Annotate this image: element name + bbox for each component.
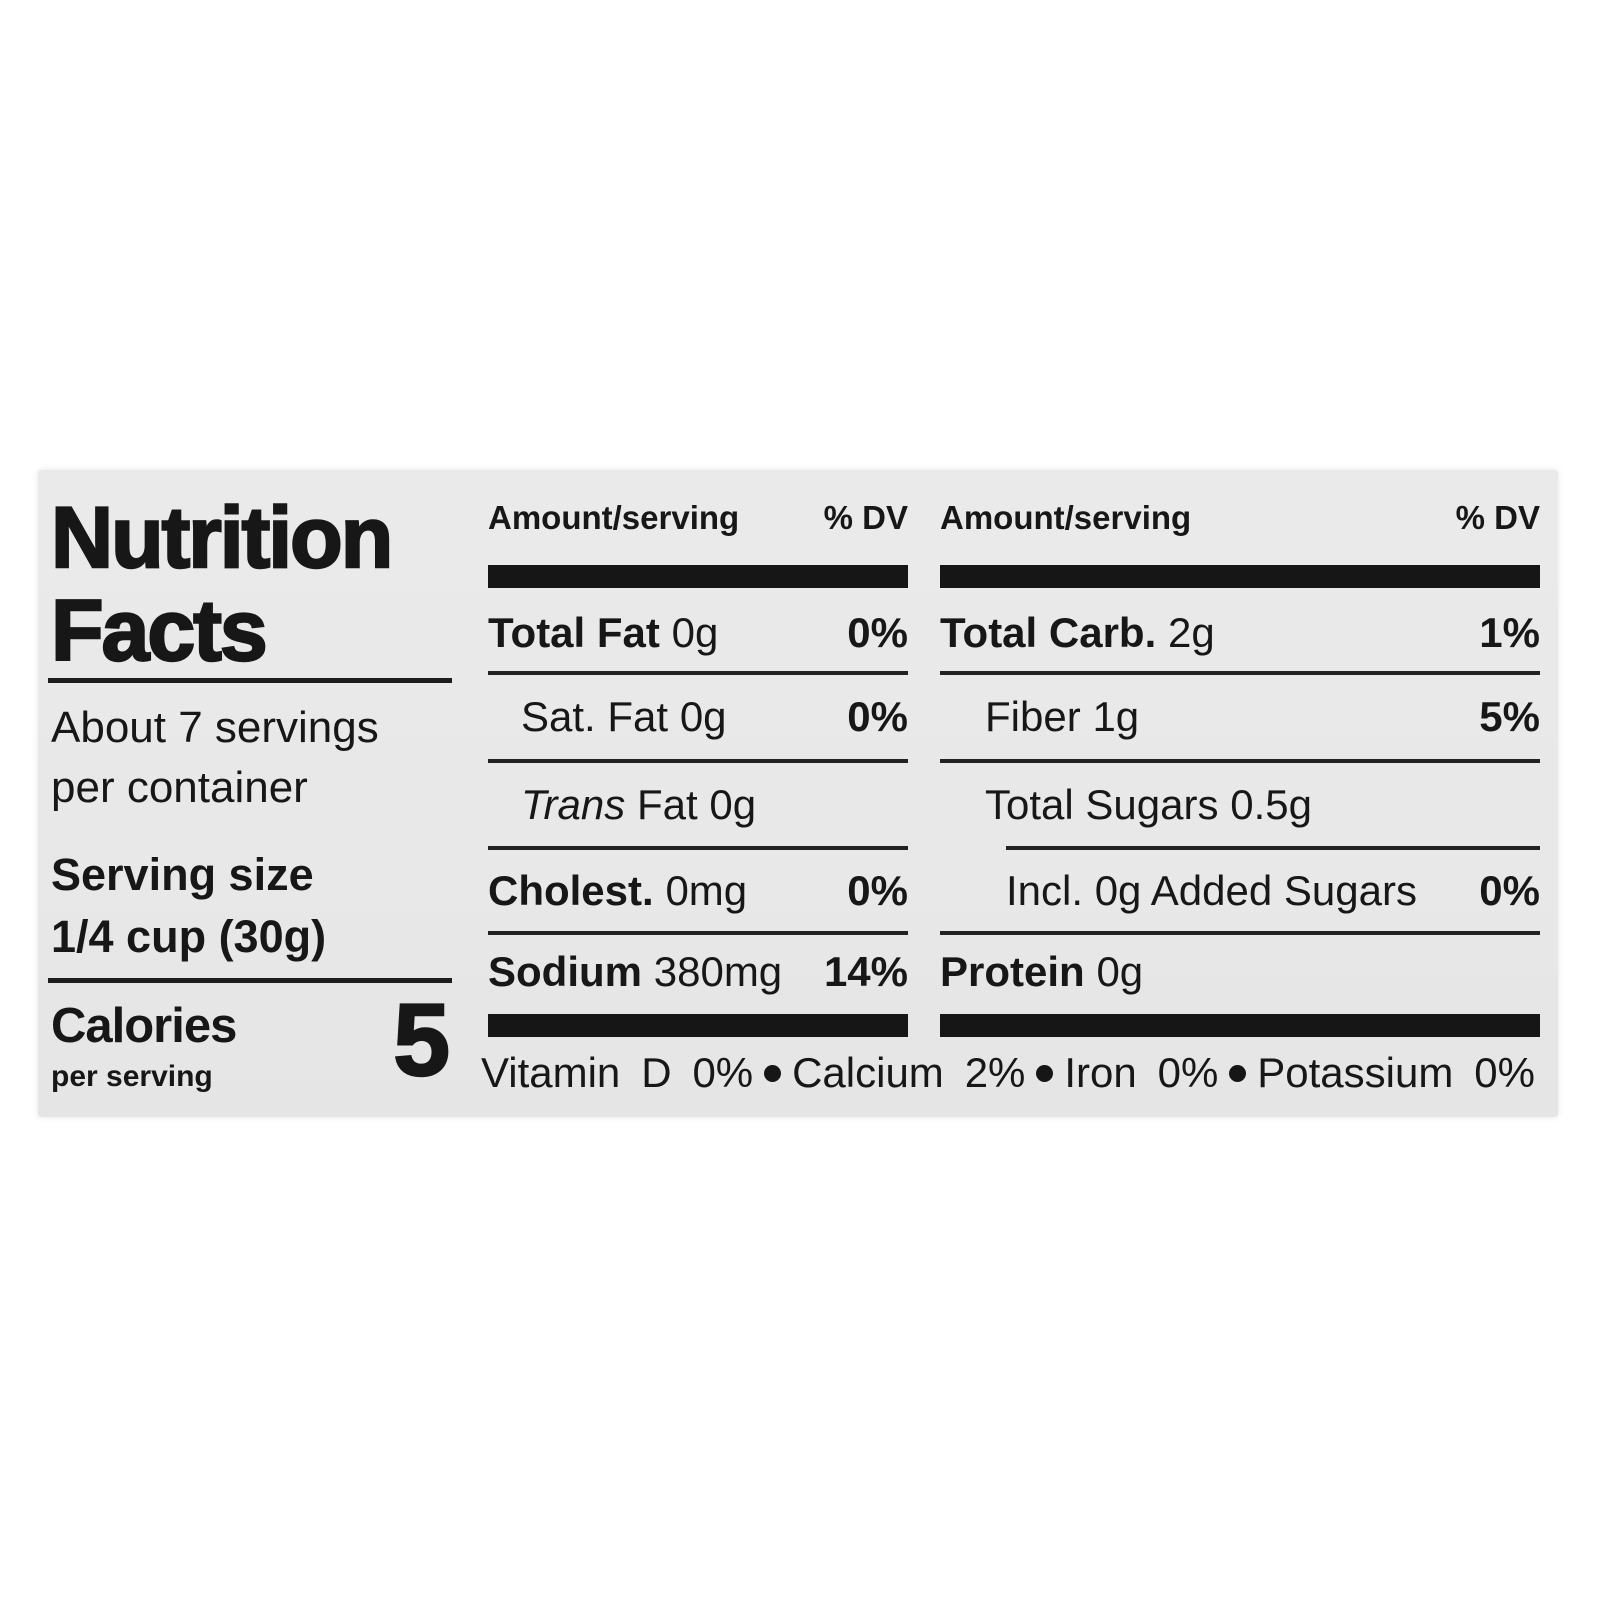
nutrient-row-trans-fat: Trans Fat 0g — [488, 781, 908, 828]
nutrient-row-sat-fat: Sat. Fat 0g 0% — [488, 693, 908, 740]
nutrient-name: Trans — [521, 781, 626, 828]
amount-per-serving-header: Amount/serving — [488, 499, 740, 536]
nutrient-name: Protein — [940, 948, 1085, 995]
micronutrients-footer: Vitamin D 0% Calcium 2% Iron 0% Potassiu… — [481, 1049, 1535, 1096]
label-title-line1: Nutrition — [50, 490, 395, 586]
nutrition-facts-label: Nutrition Facts About 7 servings per con… — [38, 470, 1558, 1117]
column-fat-sodium: Amount/serving % DV Total Fat 0g 0% Sat. … — [488, 470, 908, 1117]
nutrient-row-added-sugars: Incl. 0g Added Sugars 0% — [940, 867, 1540, 914]
nutrient-row-protein: Protein 0g — [940, 948, 1540, 995]
bullet-icon — [1229, 1064, 1247, 1082]
serving-size: Serving size 1/4 cup (30g) — [51, 844, 326, 968]
nutrient-value: 2g — [1167, 609, 1215, 656]
thin-divider-indented — [1006, 846, 1540, 850]
calories-label: Calories — [51, 999, 237, 1053]
bullet-icon — [1036, 1064, 1054, 1082]
thick-bar — [940, 565, 1540, 588]
column-carb-protein: Amount/serving % DV Total Carb. 2g 1% Fib… — [940, 470, 1540, 1117]
nutrient-dv: 5% — [1479, 693, 1540, 740]
thick-bar — [488, 565, 908, 588]
nutrient-dv: 0% — [847, 609, 908, 656]
percent-dv-header: % DV — [1455, 499, 1540, 536]
nutrient-row-fiber: Fiber 1g 5% — [940, 693, 1540, 740]
potassium-value: Potassium 0% — [1257, 1049, 1535, 1096]
thick-bar — [940, 1014, 1540, 1037]
nutrient-value: 0mg — [665, 867, 748, 914]
nutrient-name: Sat. Fat — [521, 693, 669, 740]
nutrient-name: Total Carb. — [940, 609, 1157, 656]
nutrient-row-cholesterol: Cholest. 0mg 0% — [488, 867, 908, 914]
nutrient-dv: 0% — [847, 867, 908, 914]
nutrient-row-sodium: Sodium 380mg 14% — [488, 948, 908, 995]
nutrient-name: Sodium — [488, 948, 642, 995]
vitamin-d-value: Vitamin D 0% — [481, 1049, 754, 1096]
nutrient-dv: 14% — [823, 948, 908, 995]
percent-dv-header: % DV — [823, 499, 908, 536]
nutrient-name: Cholest. — [488, 867, 654, 914]
amount-per-serving-header: Amount/serving — [940, 499, 1192, 536]
thin-divider — [940, 759, 1540, 763]
nutrient-value: 0.5g — [1230, 781, 1312, 828]
column-header: Amount/serving % DV — [488, 499, 908, 536]
column-header: Amount/serving % DV — [940, 499, 1540, 536]
divider-under-title — [48, 678, 452, 683]
nutrient-name: Total Fat — [488, 609, 660, 656]
nutrient-name: Total Sugars — [985, 781, 1219, 828]
thin-divider — [488, 759, 908, 763]
servings-line2: per container — [51, 763, 308, 812]
nutrient-value: 0g — [679, 693, 727, 740]
nutrient-value: 0g — [1096, 948, 1144, 995]
thick-bar — [488, 1014, 908, 1037]
label-title-line2: Facts — [50, 583, 269, 679]
thin-divider — [940, 931, 1540, 935]
calories-value: 5 — [392, 983, 451, 1097]
nutrient-dv: 0% — [1479, 867, 1540, 914]
nutrient-name: Incl. 0g Added Sugars — [1006, 867, 1417, 914]
calcium-value: Calcium 2% — [792, 1049, 1026, 1096]
iron-value: Iron 0% — [1064, 1049, 1219, 1096]
calories-sublabel: per serving — [51, 1060, 213, 1093]
divider-under-serving-size — [48, 978, 452, 983]
nutrient-dv: 0% — [847, 693, 908, 740]
nutrient-value: Fat 0g — [637, 781, 757, 828]
label-title: Nutrition Facts — [50, 490, 395, 679]
nutrient-dv: 1% — [1479, 609, 1540, 656]
nutrient-row-total-carb: Total Carb. 2g 1% — [940, 609, 1540, 656]
thin-divider — [940, 671, 1540, 675]
serving-size-value: 1/4 cup (30g) — [51, 911, 327, 962]
nutrient-value: 380mg — [653, 948, 783, 995]
nutrient-row-total-fat: Total Fat 0g 0% — [488, 609, 908, 656]
thin-divider — [488, 671, 908, 675]
nutrient-name: Fiber — [985, 693, 1081, 740]
nutrient-value: 1g — [1092, 693, 1140, 740]
thin-divider — [488, 846, 908, 850]
bullet-icon — [764, 1064, 782, 1082]
nutrient-row-total-sugars: Total Sugars 0.5g — [940, 781, 1540, 828]
nutrient-value: 0g — [671, 609, 719, 656]
servings-line1: About 7 servings — [51, 703, 379, 752]
thin-divider — [488, 931, 908, 935]
servings-per-container: About 7 servings per container — [51, 698, 379, 818]
serving-size-label: Serving size — [51, 849, 314, 900]
